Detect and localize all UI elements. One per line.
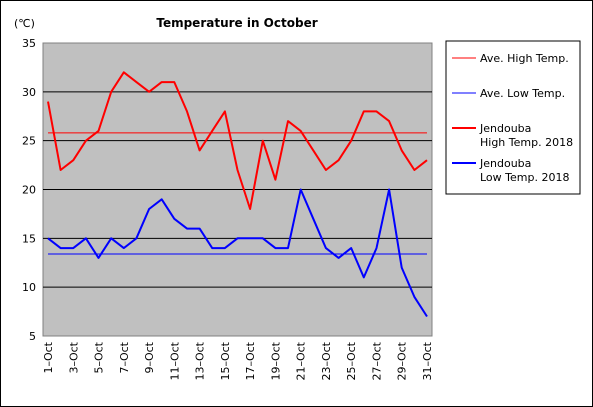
y-tick-label: 10 — [22, 281, 36, 294]
legend-item: Ave. High Temp. — [452, 52, 569, 65]
legend — [445, 40, 581, 195]
x-tick-label: 25–Oct — [345, 341, 358, 380]
legend-label: Low Temp. 2018 — [480, 171, 569, 184]
legend-label: Ave. Low Temp. — [480, 87, 565, 100]
y-tick-label: 35 — [22, 37, 36, 50]
x-tick-label: 15–Oct — [219, 341, 232, 380]
chart-title: Temperature in October — [156, 16, 317, 30]
x-tick-label: 13–Oct — [194, 341, 207, 380]
x-tick-label: 29–Oct — [396, 341, 409, 380]
x-tick-label: 9–Oct — [143, 341, 156, 373]
x-tick-label: 3–Oct — [67, 341, 80, 373]
y-unit-label: (℃) — [14, 17, 35, 30]
x-tick-label: 31–Oct — [421, 341, 434, 380]
legend-item: Ave. Low Temp. — [452, 87, 565, 100]
legend-label: Jendouba — [479, 122, 531, 135]
series-line-3 — [47, 188, 428, 318]
legend-label: High Temp. 2018 — [480, 136, 573, 149]
x-tick-label: 21–Oct — [295, 341, 308, 380]
x-tick-label: 19–Oct — [269, 341, 282, 380]
y-tick-label: 20 — [22, 184, 36, 197]
y-tick-label: 30 — [22, 86, 36, 99]
x-tick-label: 23–Oct — [320, 341, 333, 380]
series-line-2 — [47, 71, 428, 210]
y-tick-label: 15 — [22, 232, 36, 245]
x-tick-label: 7–Oct — [118, 341, 131, 373]
x-tick-label: 27–Oct — [370, 341, 383, 380]
legend-label: Jendouba — [479, 157, 531, 170]
x-tick-label: 11–Oct — [168, 341, 181, 380]
x-tick-label: 5–Oct — [93, 341, 106, 373]
x-tick-label: 17–Oct — [244, 341, 257, 380]
y-tick-label: 25 — [22, 135, 36, 148]
legend-label: Ave. High Temp. — [480, 52, 569, 65]
y-tick-label: 5 — [29, 330, 36, 343]
x-tick-label: 1–Oct — [42, 341, 55, 373]
